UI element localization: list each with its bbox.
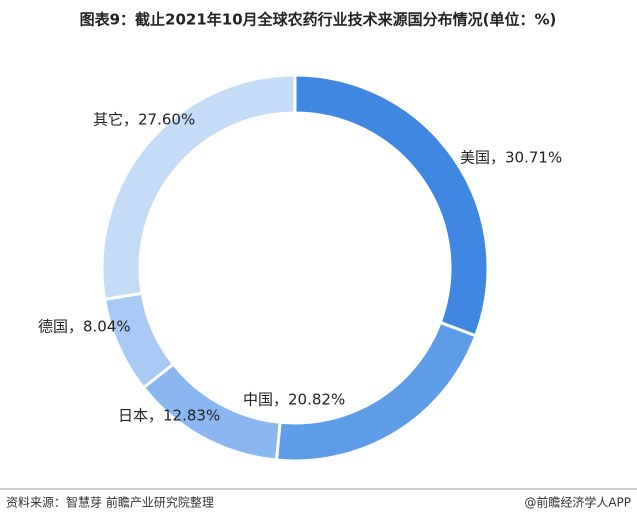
- data-label: 中国，20.82%: [243, 391, 345, 409]
- donut-slice: [102, 291, 176, 390]
- credit: @前瞻经济学人APP: [524, 495, 631, 510]
- donut-slice: [100, 73, 297, 302]
- data-label: 其它，27.60%: [93, 111, 195, 129]
- data-label: 美国，30.71%: [460, 149, 562, 167]
- data-label: 日本，12.83%: [118, 407, 220, 425]
- data-label: 德国，8.04%: [38, 318, 131, 336]
- donut-slice: [293, 73, 490, 338]
- chart-title: 图表9：截止2021年10月全球农药行业技术来源国分布情况(单位：%): [80, 11, 557, 29]
- source: 资料来源：智慧芽 前瞻产业研究院整理: [6, 495, 214, 510]
